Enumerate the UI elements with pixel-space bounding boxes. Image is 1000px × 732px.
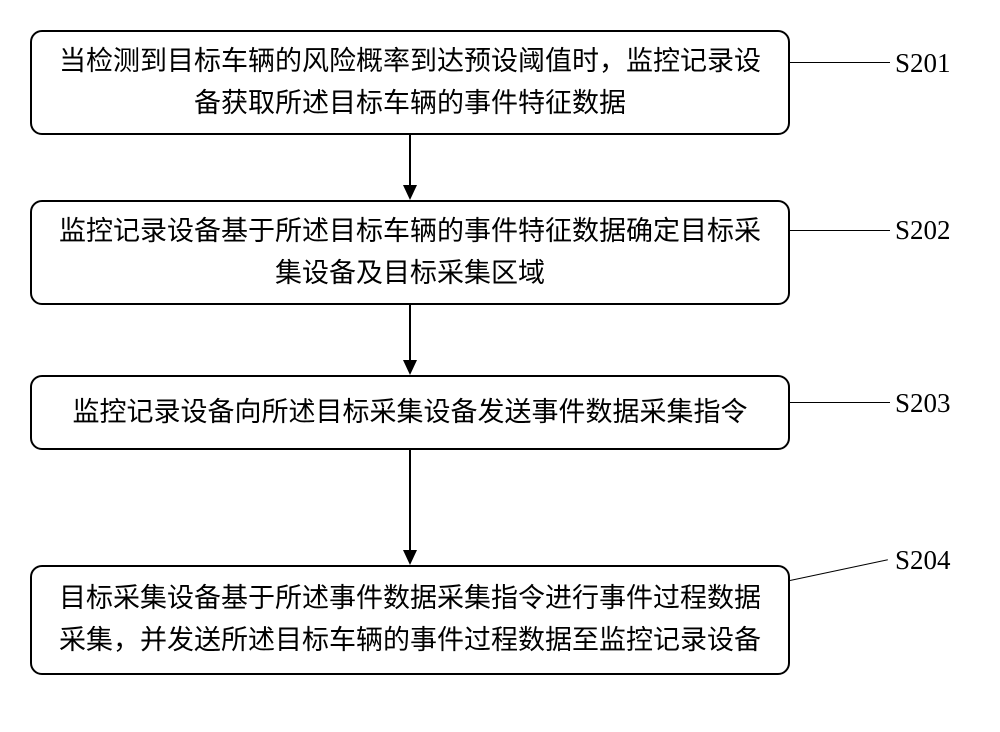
connector-line xyxy=(790,230,890,231)
step-box-s202: 监控记录设备基于所述目标车辆的事件特征数据确定目标采集设备及目标采集区域 xyxy=(30,200,790,305)
step-text: 当检测到目标车辆的风险概率到达预设阈值时，监控记录设备获取所述目标车辆的事件特征… xyxy=(52,41,768,125)
step-label-s204: S204 xyxy=(895,545,951,576)
arrow-down xyxy=(400,450,420,565)
step-label-s202: S202 xyxy=(895,215,951,246)
arrow-down xyxy=(400,305,420,375)
connector-line xyxy=(790,559,888,581)
step-text: 监控记录设备向所述目标采集设备发送事件数据采集指令 xyxy=(73,392,748,434)
connector-line xyxy=(790,62,890,63)
step-box-s203: 监控记录设备向所述目标采集设备发送事件数据采集指令 xyxy=(30,375,790,450)
connector-line xyxy=(790,402,890,403)
step-label-s201: S201 xyxy=(895,48,951,79)
step-box-s204: 目标采集设备基于所述事件数据采集指令进行事件过程数据采集，并发送所述目标车辆的事… xyxy=(30,565,790,675)
step-box-s201: 当检测到目标车辆的风险概率到达预设阈值时，监控记录设备获取所述目标车辆的事件特征… xyxy=(30,30,790,135)
arrow-down xyxy=(400,135,420,200)
step-text: 目标采集设备基于所述事件数据采集指令进行事件过程数据采集，并发送所述目标车辆的事… xyxy=(52,578,768,662)
step-text: 监控记录设备基于所述目标车辆的事件特征数据确定目标采集设备及目标采集区域 xyxy=(52,211,768,295)
flowchart-container: 当检测到目标车辆的风险概率到达预设阈值时，监控记录设备获取所述目标车辆的事件特征… xyxy=(0,0,1000,732)
step-label-s203: S203 xyxy=(895,388,951,419)
